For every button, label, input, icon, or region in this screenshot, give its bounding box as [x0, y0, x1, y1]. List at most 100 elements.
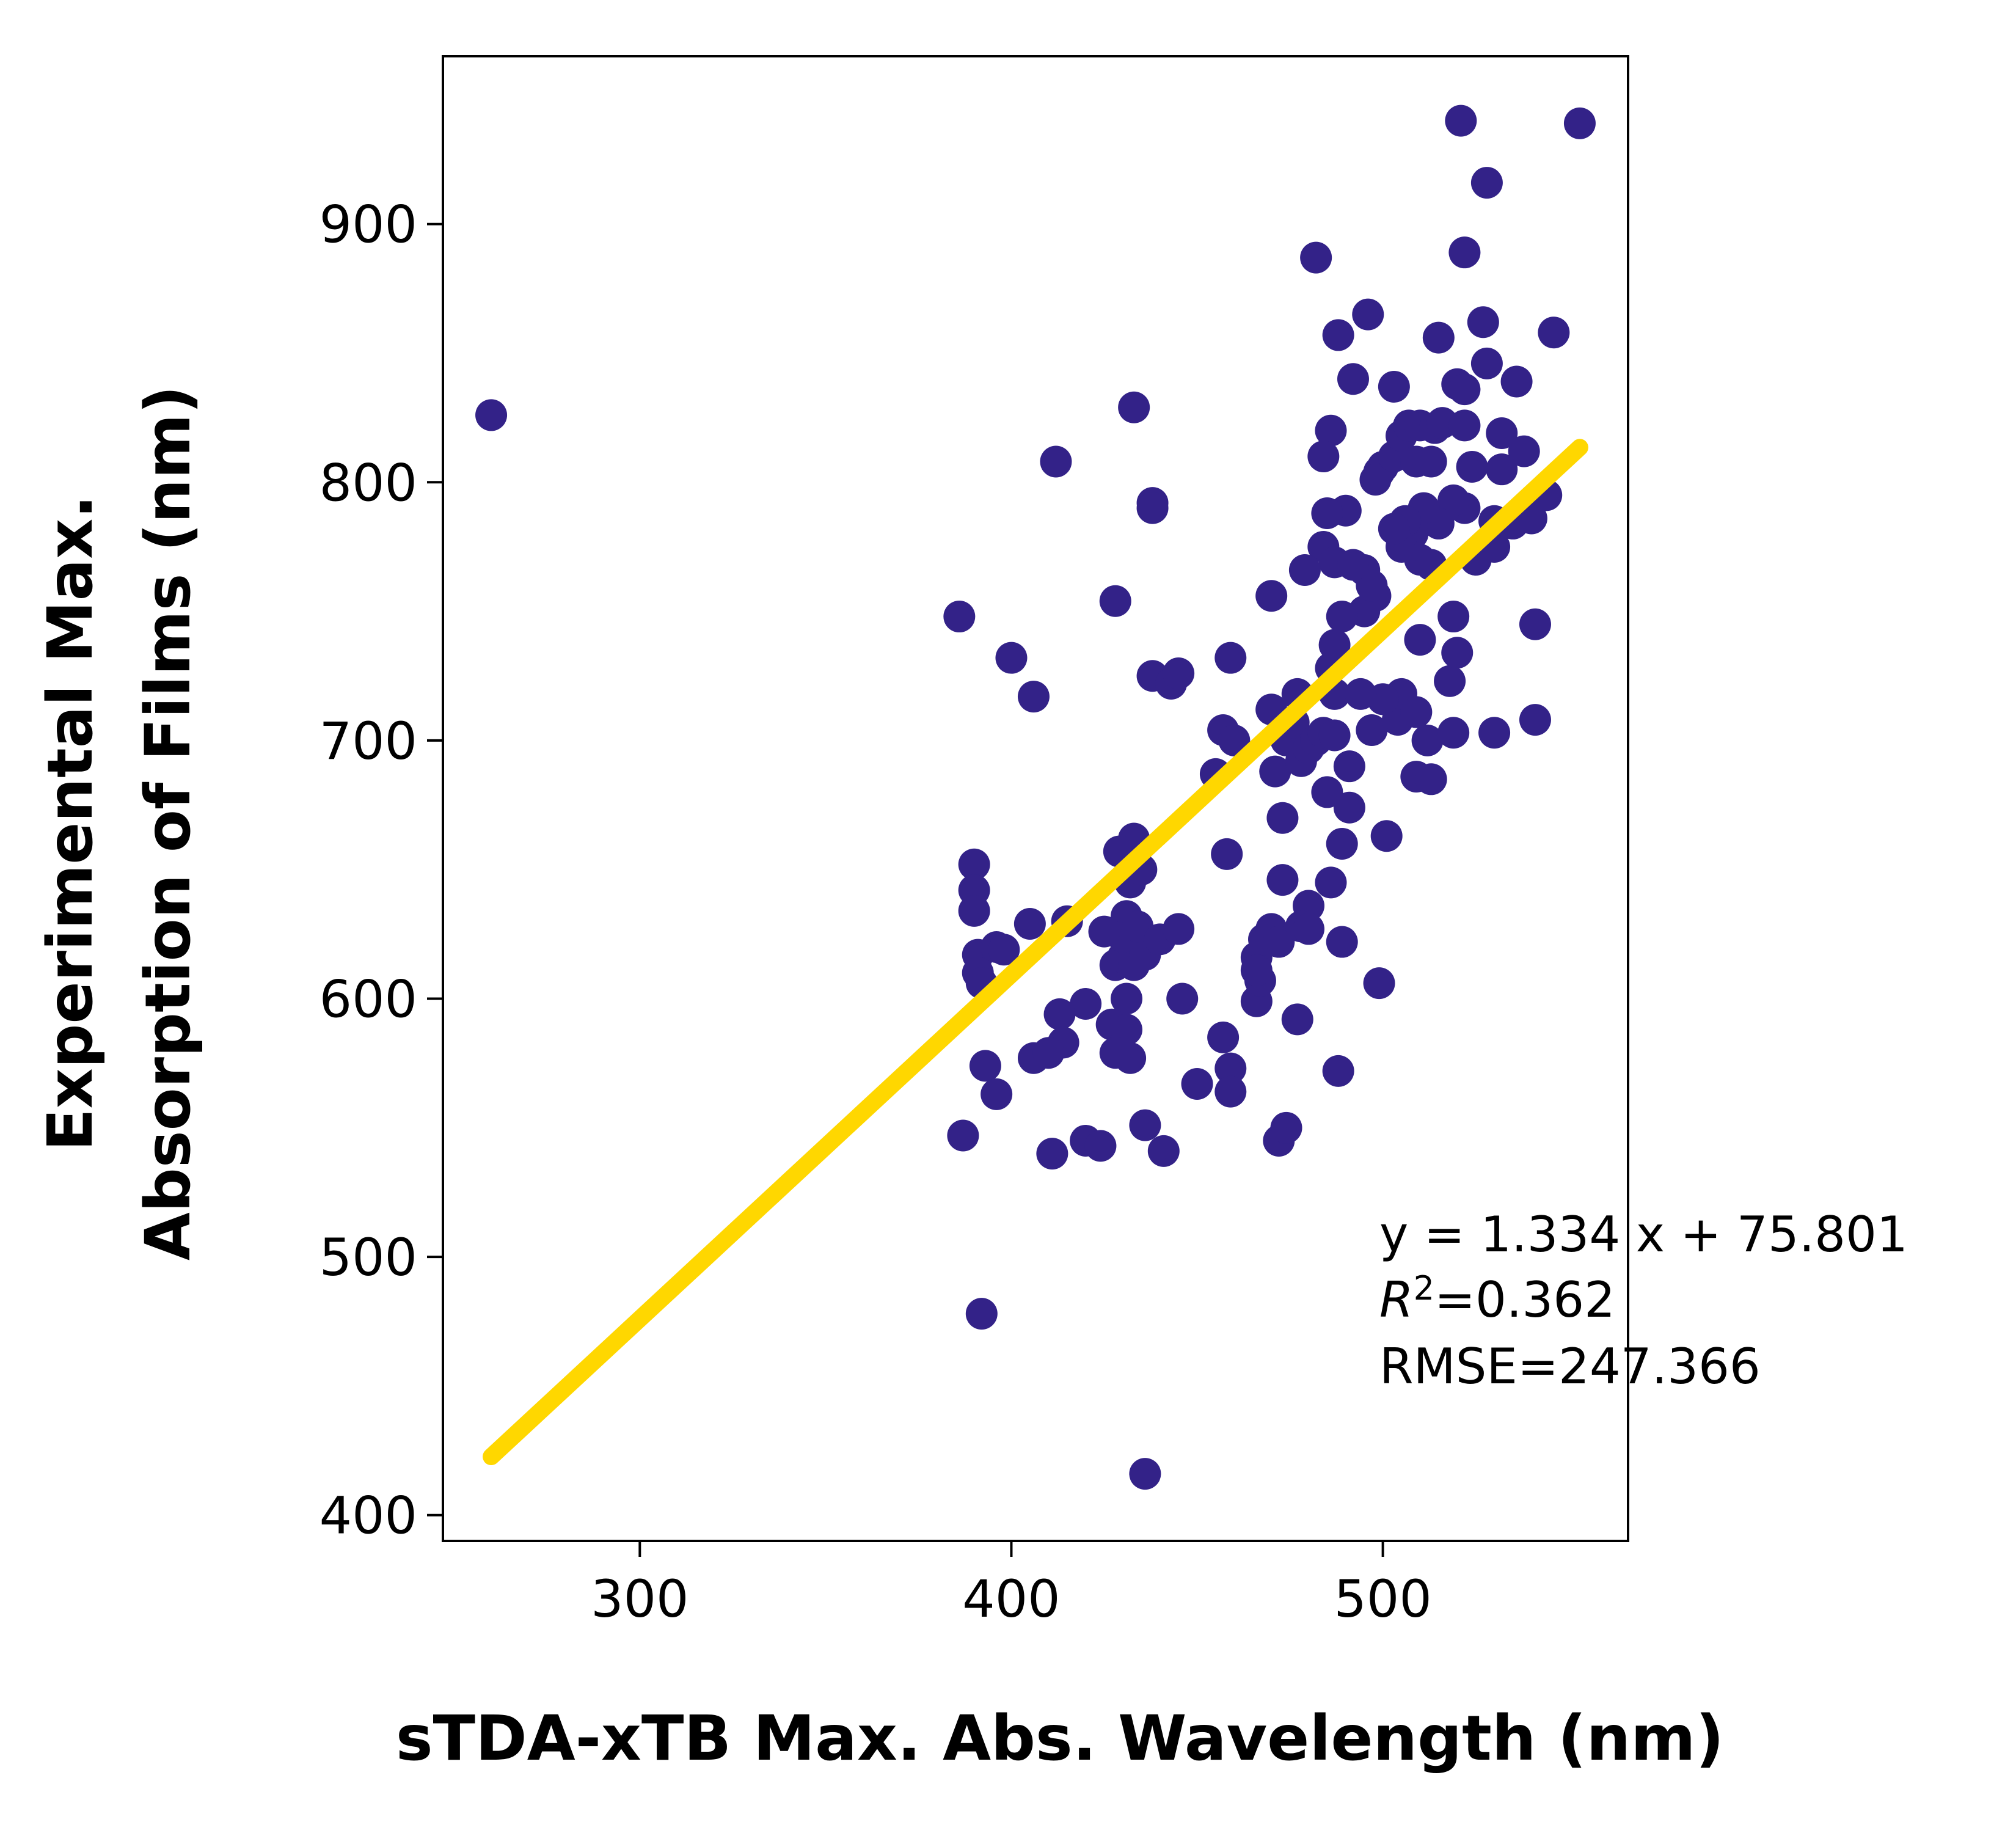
data-point: [1500, 365, 1533, 398]
regression-line: [483, 439, 1588, 1466]
data-point: [1211, 838, 1243, 870]
data-point: [965, 1298, 998, 1330]
data-point: [1032, 1037, 1065, 1069]
data-point: [1163, 913, 1195, 945]
data-point: [1441, 637, 1474, 669]
data-point: [1259, 755, 1291, 788]
data-point: [1315, 414, 1347, 447]
data-point: [1214, 1052, 1247, 1085]
data-point: [1345, 678, 1377, 710]
data-point: [1411, 724, 1444, 756]
data-point: [958, 848, 990, 880]
data-point: [1040, 445, 1072, 478]
data-point: [1563, 107, 1596, 139]
data-point: [1281, 1003, 1313, 1036]
fit-annotation: y = 1.334 x + 75.801 R2=0.362 RMSE=247.3…: [1379, 1206, 1908, 1395]
data-point: [1163, 657, 1195, 690]
data-point: [1070, 987, 1102, 1020]
fit-equation: y = 1.334 x + 75.801: [1379, 1206, 1908, 1263]
data-point: [1470, 347, 1503, 379]
data-point: [947, 1119, 979, 1152]
data-point: [1519, 704, 1551, 736]
x-tick-label: 400: [962, 1569, 1060, 1629]
y-axis-title-line-1: Experimental Max.: [34, 495, 107, 1151]
data-point: [1370, 820, 1403, 852]
data-point: [1445, 104, 1477, 137]
data-point: [1337, 549, 1369, 581]
data-point: [1456, 450, 1488, 483]
data-point: [1422, 321, 1455, 354]
data-point: [1467, 306, 1499, 338]
data-point: [1448, 236, 1481, 269]
x-axis-title: sTDA-xTB Max. Abs. Wavelength (nm): [396, 1702, 1724, 1775]
data-point: [1333, 750, 1365, 783]
data-point: [981, 1078, 1013, 1110]
data-point: [1270, 1111, 1302, 1144]
data-point: [1266, 864, 1299, 896]
data-point: [1292, 913, 1324, 945]
data-point: [1218, 724, 1251, 756]
data-point: [1378, 513, 1410, 545]
data-point: [1043, 998, 1076, 1030]
data-point: [969, 1050, 1001, 1082]
x-axis-ticks: 300 400 500: [591, 1541, 1432, 1629]
data-point: [1255, 580, 1288, 612]
data-point: [1240, 954, 1273, 987]
x-tick-label: 500: [1334, 1569, 1431, 1629]
data-point: [1400, 696, 1433, 728]
data-point: [1136, 492, 1169, 524]
data-point: [1437, 484, 1470, 516]
data-point: [1207, 1021, 1240, 1053]
data-point: [1263, 926, 1295, 958]
data-point: [1404, 624, 1436, 656]
data-point: [1333, 791, 1365, 824]
rmse-label: RMSE=247.366: [1379, 1338, 1761, 1395]
data-point: [1359, 464, 1392, 496]
data-point: [1356, 714, 1388, 747]
y-tick-label: 500: [320, 1227, 417, 1287]
data-point: [1486, 453, 1518, 486]
data-point: [1288, 554, 1321, 586]
data-point: [1519, 608, 1551, 640]
data-point: [1415, 445, 1447, 478]
data-point: [1013, 907, 1046, 940]
data-point: [1118, 391, 1150, 423]
data-point: [1337, 363, 1369, 395]
data-points: [475, 104, 1596, 1490]
data-point: [1307, 441, 1340, 473]
y-axis-title: Experimental Max. Absorption of Films (n…: [34, 386, 205, 1260]
data-point: [1099, 585, 1131, 617]
data-point: [1448, 373, 1481, 406]
data-point: [1214, 642, 1247, 674]
data-point: [1378, 370, 1410, 403]
data-point: [943, 601, 976, 633]
data-point: [1415, 763, 1447, 796]
data-point: [1311, 776, 1343, 808]
data-point: [1326, 926, 1358, 958]
data-point: [1437, 601, 1470, 633]
r-squared-symbol: R: [1379, 1271, 1414, 1328]
data-point: [1088, 915, 1120, 948]
r-squared-exponent: 2: [1414, 1269, 1434, 1308]
data-point: [1363, 967, 1395, 1000]
data-point: [1311, 497, 1343, 530]
data-point: [1470, 167, 1503, 199]
data-point: [1356, 569, 1388, 602]
data-point: [1181, 1067, 1213, 1100]
data-point: [1266, 802, 1299, 834]
y-tick-label: 700: [320, 711, 417, 771]
y-axis-ticks: 400 500 600 700 800 900: [320, 195, 443, 1546]
data-point: [1129, 1109, 1161, 1141]
y-axis-title-line-2: Absorption of Films (nm): [132, 386, 205, 1260]
data-point: [1352, 298, 1384, 331]
y-tick-label: 400: [320, 1486, 417, 1546]
data-point: [1478, 717, 1511, 749]
x-tick-label: 300: [591, 1569, 688, 1629]
data-point: [1326, 601, 1358, 633]
data-point: [1437, 717, 1470, 749]
plot-frame: [442, 55, 1629, 1542]
data-point: [1318, 719, 1351, 752]
data-point: [1147, 1135, 1180, 1167]
data-point: [1486, 417, 1518, 450]
data-point: [1017, 681, 1050, 713]
